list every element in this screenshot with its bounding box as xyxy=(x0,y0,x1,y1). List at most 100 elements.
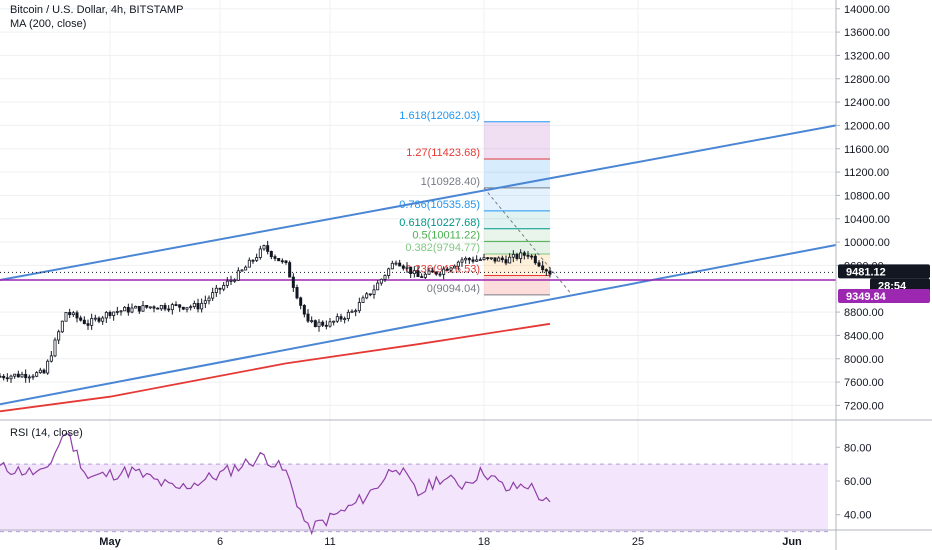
candle-body xyxy=(299,297,303,306)
candle-body xyxy=(497,257,501,262)
trend-channel[interactable] xyxy=(0,124,837,406)
candle-body xyxy=(119,310,123,313)
fib-level-label: 0.618(10227.68) xyxy=(399,217,480,229)
fib-zone xyxy=(484,159,550,188)
y-tick-label: 8800.00 xyxy=(844,307,884,319)
candle-body xyxy=(244,266,248,271)
y-tick-label: 8400.00 xyxy=(844,330,884,342)
candle-body xyxy=(368,293,372,296)
price-badges: 9481.12 28:54 9349.84 xyxy=(838,264,930,304)
candle-body xyxy=(361,297,365,303)
candle-body xyxy=(453,265,457,269)
x-tick-label: 18 xyxy=(478,536,490,548)
candle-body xyxy=(332,320,336,323)
last-price-badge xyxy=(838,264,930,279)
candle-body xyxy=(71,312,75,316)
candle-body xyxy=(75,312,79,319)
candle-body xyxy=(387,268,391,276)
candle-body xyxy=(420,276,424,278)
candle-body xyxy=(207,297,211,302)
candle-body xyxy=(170,304,174,311)
candle-body xyxy=(101,317,105,322)
candle-body xyxy=(2,375,6,379)
fib-level-label: 0.382(9794.77) xyxy=(405,242,480,254)
y-tick-label: 7600.00 xyxy=(844,377,884,389)
fib-zone xyxy=(484,121,550,160)
fibonacci-retracement[interactable]: 0(9094.04)0.236(9426.53)0.382(9794.77)0.… xyxy=(399,110,573,296)
candle-body xyxy=(328,321,332,327)
y-tick-label: 13600.00 xyxy=(844,27,890,39)
candle-body xyxy=(134,305,138,309)
candle-body xyxy=(240,269,244,272)
candle-body xyxy=(313,320,317,328)
rsi-tick-label: 60.00 xyxy=(844,476,872,488)
candle-body xyxy=(31,375,35,378)
candle-body xyxy=(390,262,394,270)
candle-body xyxy=(398,262,402,267)
candle-body xyxy=(163,304,167,310)
candle-body xyxy=(60,320,64,333)
horizontal-line-layer[interactable] xyxy=(0,271,836,281)
x-tick-label: Jun xyxy=(782,536,802,548)
rsi-layer xyxy=(0,433,828,536)
candle-body xyxy=(104,311,108,319)
candle-body xyxy=(321,321,325,326)
candle-body xyxy=(511,253,515,258)
rsi-tick-label: 80.00 xyxy=(844,442,872,454)
rsi-band xyxy=(0,464,828,532)
candle-body xyxy=(152,306,156,309)
fib-level-label: 0(9094.04) xyxy=(427,283,480,295)
candle-body xyxy=(181,306,185,310)
candle-body xyxy=(233,279,237,282)
candle-body xyxy=(489,257,493,260)
candle-body xyxy=(530,255,534,258)
candle-body xyxy=(266,245,270,252)
candle-body xyxy=(137,305,141,312)
candle-body xyxy=(401,265,405,269)
candle-body xyxy=(464,257,468,261)
candle-body xyxy=(42,369,46,374)
y-tick-label: 10000.00 xyxy=(844,237,890,249)
candle-body xyxy=(409,266,413,274)
fib-level-label: 1(10928.40) xyxy=(421,176,480,188)
candle-body xyxy=(423,273,427,278)
moving-average-layer xyxy=(0,322,551,413)
candle-body xyxy=(174,304,178,306)
y-tick-label: 13200.00 xyxy=(844,50,890,62)
candle-body xyxy=(5,377,9,380)
candle-body xyxy=(68,312,72,316)
candle-body xyxy=(280,260,284,263)
candle-body xyxy=(130,307,134,313)
y-tick-label: 10400.00 xyxy=(844,214,890,226)
candle-body xyxy=(79,317,83,321)
candle-body xyxy=(203,300,207,304)
candle-body xyxy=(291,276,295,288)
candle-body xyxy=(416,270,420,277)
y-tick-label: 7200.00 xyxy=(844,400,884,412)
candle-body xyxy=(533,255,537,264)
moving-average-line xyxy=(0,322,551,413)
fib-zone xyxy=(484,210,550,229)
fib-level-label: 1.618(12062.03) xyxy=(399,110,480,122)
candle-body xyxy=(46,360,50,374)
candle-body xyxy=(372,289,376,295)
candle-body xyxy=(376,282,380,291)
x-tick-label: May xyxy=(99,536,121,548)
candle-body xyxy=(302,304,306,315)
candle-body xyxy=(178,304,182,308)
candle-body xyxy=(222,285,226,290)
candle-body xyxy=(475,259,479,262)
candle-body xyxy=(13,373,17,377)
candle-body xyxy=(317,321,321,328)
candle-body xyxy=(38,369,42,374)
fib-zone xyxy=(484,241,550,255)
x-tick-label: 11 xyxy=(324,536,335,548)
candle-body xyxy=(97,317,101,322)
candle-body xyxy=(258,248,262,258)
ma-value-badge xyxy=(838,289,930,304)
candle-body xyxy=(519,252,523,259)
candle-body xyxy=(324,324,328,327)
candle-body xyxy=(493,257,497,262)
candle-body xyxy=(434,271,438,275)
